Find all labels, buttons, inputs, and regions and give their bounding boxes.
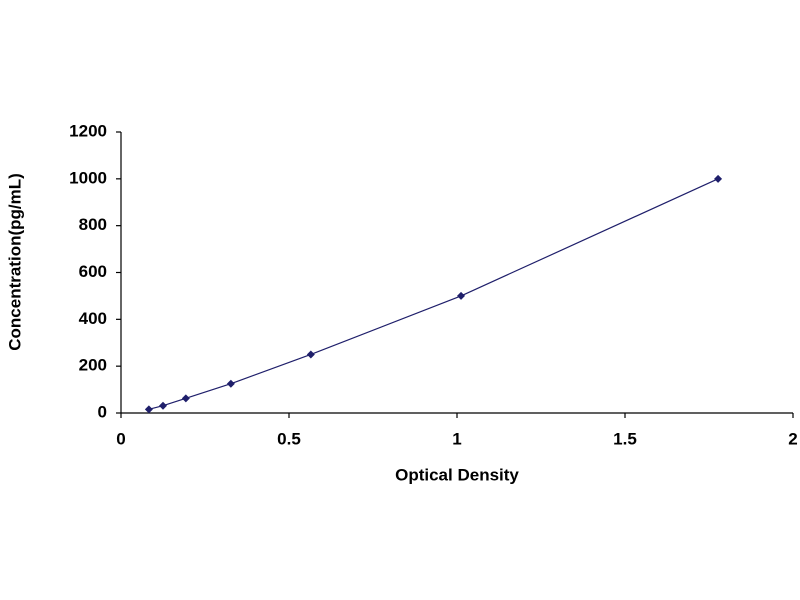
- y-tick-label: 600: [79, 262, 107, 281]
- y-tick-label: 0: [98, 402, 107, 421]
- data-point: [714, 174, 723, 183]
- y-tick-label: 800: [79, 215, 107, 234]
- x-tick-label: 0: [116, 429, 125, 448]
- y-tick-label: 1000: [69, 168, 107, 187]
- data-point: [457, 291, 466, 300]
- x-tick-label: 0.5: [277, 429, 301, 448]
- data-point: [181, 394, 190, 403]
- y-tick-label: 200: [79, 356, 107, 375]
- data-point: [306, 350, 315, 359]
- x-tick-label: 1.5: [613, 429, 637, 448]
- x-tick-label: 1: [452, 429, 461, 448]
- data-point: [144, 405, 153, 414]
- data-point: [159, 401, 167, 410]
- x-axis-title: Optical Density: [395, 465, 519, 484]
- x-tick-label: 2: [788, 429, 797, 448]
- y-tick-label: 400: [79, 309, 107, 328]
- y-axis-title: Concentration(pg/mL): [5, 173, 24, 351]
- y-tick-label: 1200: [69, 121, 107, 140]
- data-point: [226, 379, 235, 388]
